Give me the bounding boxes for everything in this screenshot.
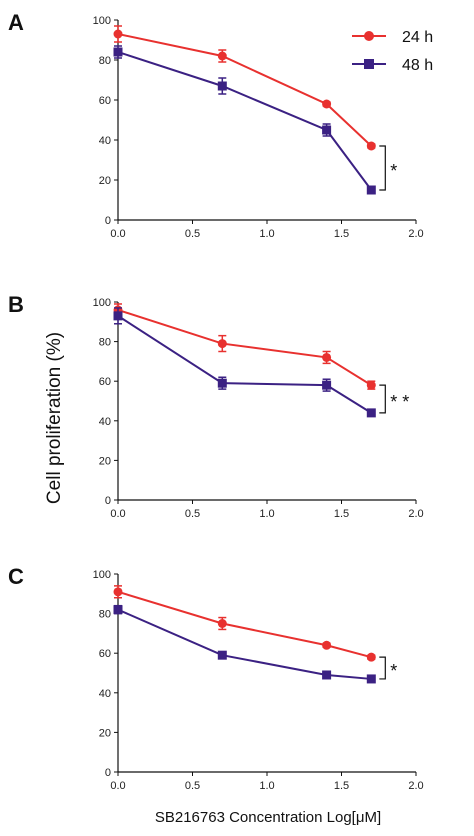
point-48h — [366, 185, 376, 195]
point-48h — [113, 311, 123, 321]
point-48h — [113, 47, 123, 57]
legend-48h-label: 48 h — [402, 57, 433, 74]
x-tick-label: 1.5 — [334, 508, 349, 520]
legend-24h-label: 24 h — [402, 29, 433, 46]
y-tick-label: 100 — [93, 297, 111, 309]
point-24h — [366, 141, 376, 151]
y-tick-label: 20 — [99, 727, 111, 739]
series-48h-line — [117, 608, 372, 680]
x-tick-label: 1.5 — [334, 228, 349, 240]
x-tick-label: 1.0 — [259, 780, 274, 792]
series-24h-line — [117, 33, 372, 147]
point-24h — [217, 339, 227, 349]
significance-bracket — [379, 145, 386, 191]
y-tick-label: 20 — [99, 455, 111, 467]
x-tick-label: 1.5 — [334, 780, 349, 792]
y-tick-label: 80 — [99, 337, 111, 349]
series-48h-line — [117, 315, 372, 414]
point-24h — [217, 619, 227, 628]
point-48h — [113, 605, 123, 615]
y-tick-label: 80 — [99, 55, 111, 67]
point-48h — [217, 81, 227, 91]
y-tick-label: 80 — [99, 609, 111, 621]
x-tick-label: 0.5 — [185, 228, 200, 240]
point-24h — [366, 652, 376, 662]
legend-24h-marker — [364, 31, 374, 41]
y-tick-label: 20 — [99, 175, 111, 187]
point-24h — [217, 51, 227, 61]
panel-c: C 0 20 40 60 80 100 0.0 0.5 1.0 1.5 2.0 * — [8, 564, 424, 792]
series-48h-line — [117, 51, 373, 191]
x-tick-label: 0.0 — [110, 780, 125, 792]
point-48h — [217, 378, 227, 388]
y-tick-label: 40 — [99, 688, 111, 700]
point-48h — [366, 408, 376, 418]
x-tick-label: 2.0 — [408, 780, 423, 792]
point-24h — [322, 352, 332, 362]
y-tick-label: 100 — [93, 569, 111, 581]
x-tick-label: 2.0 — [408, 228, 423, 240]
x-tick-label: 0.5 — [185, 508, 200, 520]
x-tick-label: 0.0 — [110, 508, 125, 520]
x-tick-label: 1.0 — [259, 228, 274, 240]
series-24h-line — [117, 308, 372, 387]
point-24h — [322, 99, 332, 109]
significance-bracket — [379, 384, 386, 414]
panel-a: A 0 20 40 60 80 100 0.0 0.5 1.0 1.5 2.0 * — [8, 10, 424, 240]
series-24h-line — [117, 590, 372, 659]
y-tick-label: 0 — [105, 215, 111, 227]
x-tick-label: 0.0 — [110, 228, 125, 240]
x-tick-label: 1.0 — [259, 508, 274, 520]
legend-48h-marker — [364, 59, 374, 69]
y-tick-label: 100 — [93, 15, 111, 27]
y-tick-label: 40 — [99, 416, 111, 428]
legend: 24 h 48 h — [352, 29, 433, 74]
significance-label: * — [390, 161, 397, 181]
point-24h — [113, 587, 123, 597]
point-24h — [366, 380, 376, 390]
point-24h — [113, 29, 123, 39]
y-tick-label: 60 — [99, 376, 111, 388]
point-24h — [322, 640, 332, 650]
y-tick-label: 60 — [99, 95, 111, 107]
panel-letter: B — [8, 292, 24, 317]
point-48h — [322, 125, 332, 135]
panel-letter: A — [8, 10, 24, 35]
x-axis-title: SB216763 Concentration Log[μM] — [155, 809, 381, 826]
x-tick-label: 0.5 — [185, 780, 200, 792]
y-axis-title: Cell proliferation (%) — [44, 332, 65, 504]
y-tick-label: 60 — [99, 648, 111, 660]
y-tick-label: 0 — [105, 767, 111, 779]
significance-label: * — [390, 661, 397, 681]
y-tick-label: 0 — [105, 495, 111, 507]
point-48h — [322, 670, 332, 680]
significance-bracket — [379, 656, 386, 680]
panel-letter: C — [8, 564, 24, 589]
panel-b: B 0 20 40 60 80 100 0.0 0.5 1.0 1.5 2.0 * * — [8, 292, 424, 520]
y-tick-label: 40 — [99, 135, 111, 147]
point-48h — [217, 650, 227, 660]
x-tick-label: 2.0 — [408, 508, 423, 520]
significance-label: * * — [390, 392, 409, 412]
point-48h — [322, 380, 332, 390]
point-48h — [366, 674, 376, 684]
